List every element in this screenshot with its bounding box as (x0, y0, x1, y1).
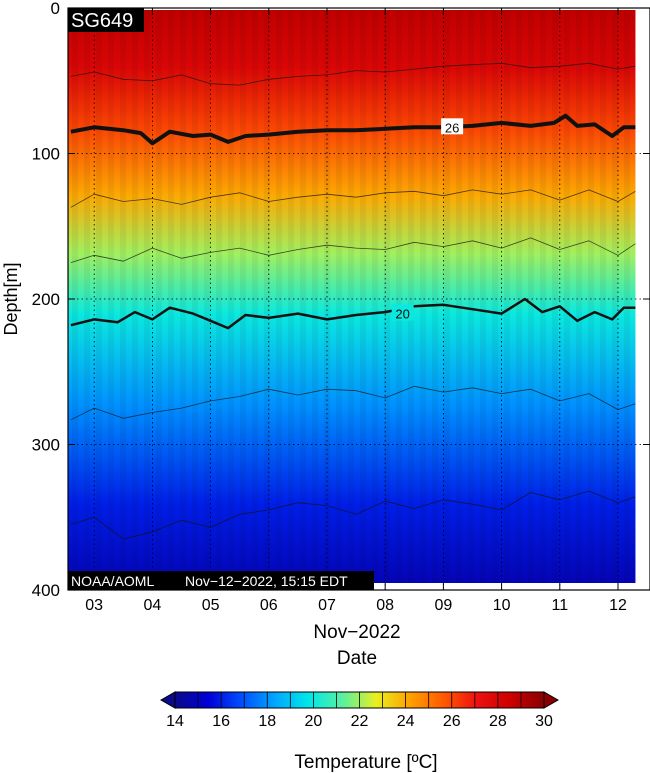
isotherm-28 (70, 62, 636, 86)
x-tick-label: 06 (260, 597, 278, 614)
x-tick-label: 08 (376, 597, 394, 614)
footer-timestamp: Nov−12−2022, 15:15 EDT (185, 573, 348, 589)
colorbar-tick-label: 28 (489, 713, 507, 730)
x-tick-label: 04 (143, 597, 161, 614)
colorbar-tick-label: 30 (535, 713, 553, 730)
x-tick-label: 03 (85, 597, 103, 614)
contour-label-bg (441, 118, 464, 135)
x-axis-month-label: Nov−2022 (313, 622, 400, 643)
x-tick-label: 12 (609, 597, 627, 614)
y-tick-label: 0 (51, 0, 60, 18)
x-tick-label: 09 (434, 597, 452, 614)
isotherm-20 (70, 297, 636, 330)
x-tick-label: 07 (318, 597, 336, 614)
x-tick-label: 11 (551, 597, 568, 614)
colorbar-tick-label: 14 (166, 713, 184, 730)
colorbar-tick-label: 22 (351, 713, 369, 730)
footer-badge-bg (68, 571, 374, 590)
profile-stripes (68, 10, 636, 583)
colorbar-tick-label: 20 (304, 713, 322, 730)
y-axis-label: Depth[m] (1, 262, 21, 335)
colorbar-high-arrow (543, 691, 560, 709)
colorbar: 14 16 18 20 22 24 26 28 30 (159, 691, 560, 730)
title-badge-bg (68, 8, 144, 32)
y-tick-label: 100 (32, 145, 60, 164)
x-tick-label: 10 (493, 597, 511, 614)
colorbar-tick-label: 18 (258, 713, 276, 730)
colorbar-label: Temperature [ºC] (294, 752, 437, 773)
colorbar-low-arrow (159, 691, 176, 709)
isotherm-24 (70, 189, 636, 208)
y-tick-label: 400 (32, 581, 60, 600)
y-tick-label: 200 (32, 290, 60, 309)
contour-label-bg (391, 304, 414, 321)
contour-label-20: 20 (395, 307, 409, 322)
colorbar-tick-label: 26 (443, 713, 461, 730)
colorbar-tick-label: 16 (212, 713, 230, 730)
colorbar-tick-label: 24 (397, 713, 415, 730)
temperature-field (68, 10, 636, 583)
x-tick-label: 05 (202, 597, 220, 614)
isotherm-22 (70, 237, 636, 263)
isotherm-18 (70, 385, 636, 421)
isotherm-26 (70, 113, 636, 146)
contour-label-26: 26 (445, 120, 459, 135)
isotherm-16 (70, 490, 636, 540)
isotherm-contours: 26 20 (70, 62, 636, 540)
x-axis-label: Date (337, 648, 377, 669)
y-tick-label: 300 (32, 436, 60, 455)
title-badge: SG649 (71, 10, 133, 32)
footer-source: NOAA/AOML (71, 573, 154, 589)
